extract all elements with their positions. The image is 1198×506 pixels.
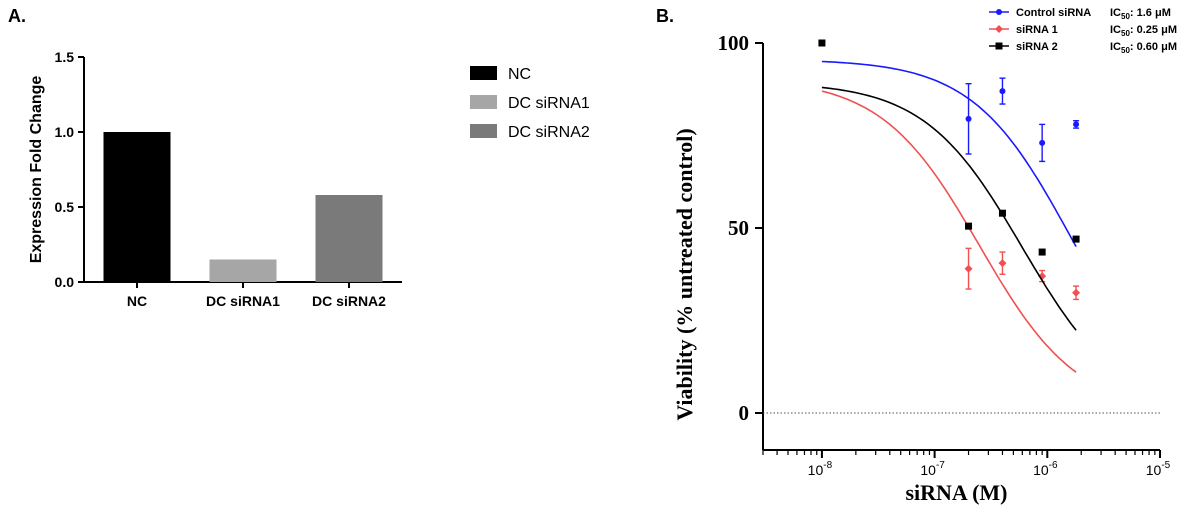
y-tick-label: 1.0	[55, 124, 75, 140]
y-axis-label: Viability (% untreated control)	[672, 128, 697, 420]
data-point	[964, 264, 973, 273]
data-point	[1072, 235, 1080, 243]
data-point	[1072, 288, 1081, 297]
legend-swatch	[470, 124, 497, 138]
data-point	[1039, 139, 1046, 146]
data-point	[1073, 121, 1080, 128]
fit-curve	[821, 90, 1077, 373]
x-axis-label: siRNA (M)	[905, 480, 1007, 505]
dose-response-chart: 0 50 100 Viability (% untreated control) 10-…	[672, 7, 1177, 505]
ic50-label: IC50: 0.60 μM	[1110, 41, 1177, 55]
y-tick-label: 0.5	[55, 199, 75, 215]
bar	[209, 259, 277, 282]
legend-label: DC siRNA2	[508, 124, 590, 141]
data-point	[995, 42, 1003, 50]
bar-chart: 0.0 0.5 1.0 1.5 Expression Fold Change NC DC s…	[28, 49, 590, 309]
x-tick-label: 10-7	[920, 460, 945, 478]
series	[821, 60, 1080, 247]
data-point	[995, 25, 1003, 33]
data-point	[996, 9, 1002, 15]
x-tick-label: DC siRNA2	[312, 293, 386, 309]
x-tick-label: 10-8	[808, 460, 833, 478]
panel-b-label: B.	[656, 6, 674, 26]
x-tick-label: DC siRNA1	[206, 293, 280, 309]
ic50-label: IC50: 0.25 μM	[1110, 24, 1177, 38]
data-point	[998, 259, 1007, 268]
fit-curve	[821, 86, 1077, 331]
x-tick-label: 10-6	[1033, 460, 1058, 478]
data-point	[965, 115, 972, 122]
data-point	[999, 88, 1006, 95]
x-tick-label: NC	[127, 293, 147, 309]
series	[821, 90, 1081, 373]
y-tick-label: 100	[718, 31, 750, 55]
legend-label: DC siRNA1	[508, 95, 590, 112]
panel-a-label: A.	[8, 6, 26, 26]
legend-swatch	[470, 66, 497, 80]
y-axis-label: Expression Fold Change	[28, 76, 45, 264]
y-tick-label: 0	[739, 401, 750, 425]
data-point	[818, 39, 826, 47]
series	[818, 39, 1080, 331]
x-tick-label: 10-5	[1146, 460, 1171, 478]
bar	[103, 132, 171, 282]
ic50-label: IC50: 1.6 μM	[1110, 7, 1171, 21]
data-point	[965, 222, 973, 230]
data-point	[1038, 248, 1046, 256]
fit-curve	[821, 60, 1077, 247]
y-tick-label: 0.0	[55, 274, 75, 290]
data-point	[998, 209, 1006, 217]
bar	[315, 195, 383, 282]
legend-label: siRNA 2	[1016, 41, 1058, 53]
legend-label: Control siRNA	[1016, 7, 1091, 19]
legend-label: siRNA 1	[1016, 24, 1058, 36]
y-tick-label: 1.5	[55, 49, 75, 65]
legend-swatch	[470, 95, 497, 109]
y-tick-label: 50	[728, 216, 749, 240]
legend-label: NC	[508, 66, 531, 83]
